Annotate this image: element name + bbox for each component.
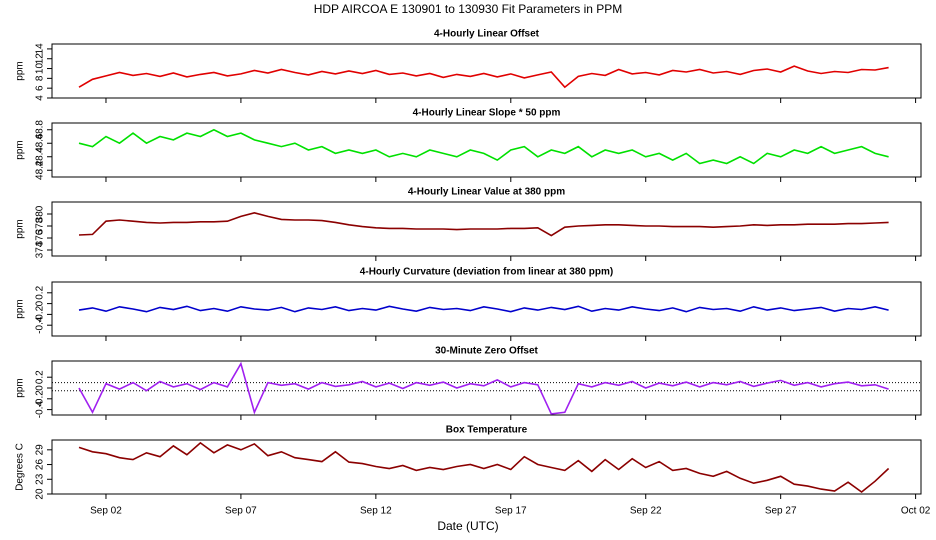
y-tick-label: 26 xyxy=(35,459,46,471)
y-tick-label: 0.2 xyxy=(35,285,46,299)
panel-frame xyxy=(51,360,922,416)
y-tick-label: -0.4 xyxy=(35,316,46,334)
y-tick-label: 6 xyxy=(35,85,46,91)
y-tick-label: 14 xyxy=(35,43,46,55)
x-tick-label: Sep 02 xyxy=(90,506,122,517)
panel-title: 4-Hourly Linear Offset xyxy=(434,29,540,40)
y-tick-label: 10 xyxy=(35,63,46,75)
y-tick-label: 48.4 xyxy=(35,147,46,167)
y-tick-label: 380 xyxy=(35,205,46,222)
y-tick-label: 48.6 xyxy=(35,133,46,153)
y-tick-label: 378 xyxy=(35,217,46,234)
y-axis-label: ppm xyxy=(15,61,26,80)
x-tick-label: Sep 07 xyxy=(225,506,257,517)
panel-frame xyxy=(51,43,922,99)
y-tick-label: 20 xyxy=(35,488,46,500)
main-title: HDP AIRCOA E 130901 to 130930 Fit Parame… xyxy=(314,2,623,16)
y-axis-label: ppm xyxy=(15,219,26,238)
data-line xyxy=(78,211,889,237)
y-tick-label: 0 xyxy=(35,385,46,391)
x-axis-label: Date (UTC) xyxy=(437,519,498,533)
y-tick-label: -0.2 xyxy=(35,305,46,323)
y-axis-label: Degrees C xyxy=(15,443,26,491)
y-tick-label: -0.2 xyxy=(35,390,46,408)
y-tick-label: 374 xyxy=(35,241,46,258)
y-tick-label: 48.8 xyxy=(35,120,46,140)
y-tick-label: 4 xyxy=(35,95,46,101)
data-line xyxy=(78,305,889,313)
x-tick-label: Sep 27 xyxy=(765,506,797,517)
panel-title: Box Temperature xyxy=(446,425,528,436)
y-tick-label: 0.2 xyxy=(35,370,46,384)
panel-title: 4-Hourly Linear Slope * 50 ppm xyxy=(413,108,561,119)
data-line xyxy=(78,65,889,89)
data-line xyxy=(78,361,889,415)
y-tick-label: 0 xyxy=(35,300,46,306)
y-tick-label: 8 xyxy=(35,75,46,81)
y-tick-label: 12 xyxy=(35,53,46,65)
panel-title: 30-Minute Zero Offset xyxy=(435,346,538,357)
y-axis-label: ppm xyxy=(15,140,26,159)
y-axis-label: ppm xyxy=(15,378,26,397)
y-tick-label: 23 xyxy=(35,473,46,485)
panel-frame xyxy=(51,122,922,178)
y-tick-label: 48.2 xyxy=(35,160,46,180)
x-tick-label: Sep 12 xyxy=(360,506,392,517)
panel-frame xyxy=(51,201,922,257)
y-axis-label: ppm xyxy=(15,299,26,318)
panel-title: 4-Hourly Linear Value at 380 ppm xyxy=(408,187,565,198)
panel-frame xyxy=(51,281,922,337)
x-tick-label: Sep 17 xyxy=(495,506,527,517)
panel-title: 4-Hourly Curvature (deviation from linea… xyxy=(360,267,613,278)
data-line xyxy=(78,128,889,165)
y-tick-label: -0.4 xyxy=(35,401,46,419)
x-tick-label: Oct 02 xyxy=(901,506,931,517)
panel-frame xyxy=(51,439,922,495)
y-tick-label: 29 xyxy=(35,444,46,456)
data-line xyxy=(78,441,890,494)
y-tick-label: 376 xyxy=(35,229,46,246)
x-tick-label: Sep 22 xyxy=(630,506,662,517)
